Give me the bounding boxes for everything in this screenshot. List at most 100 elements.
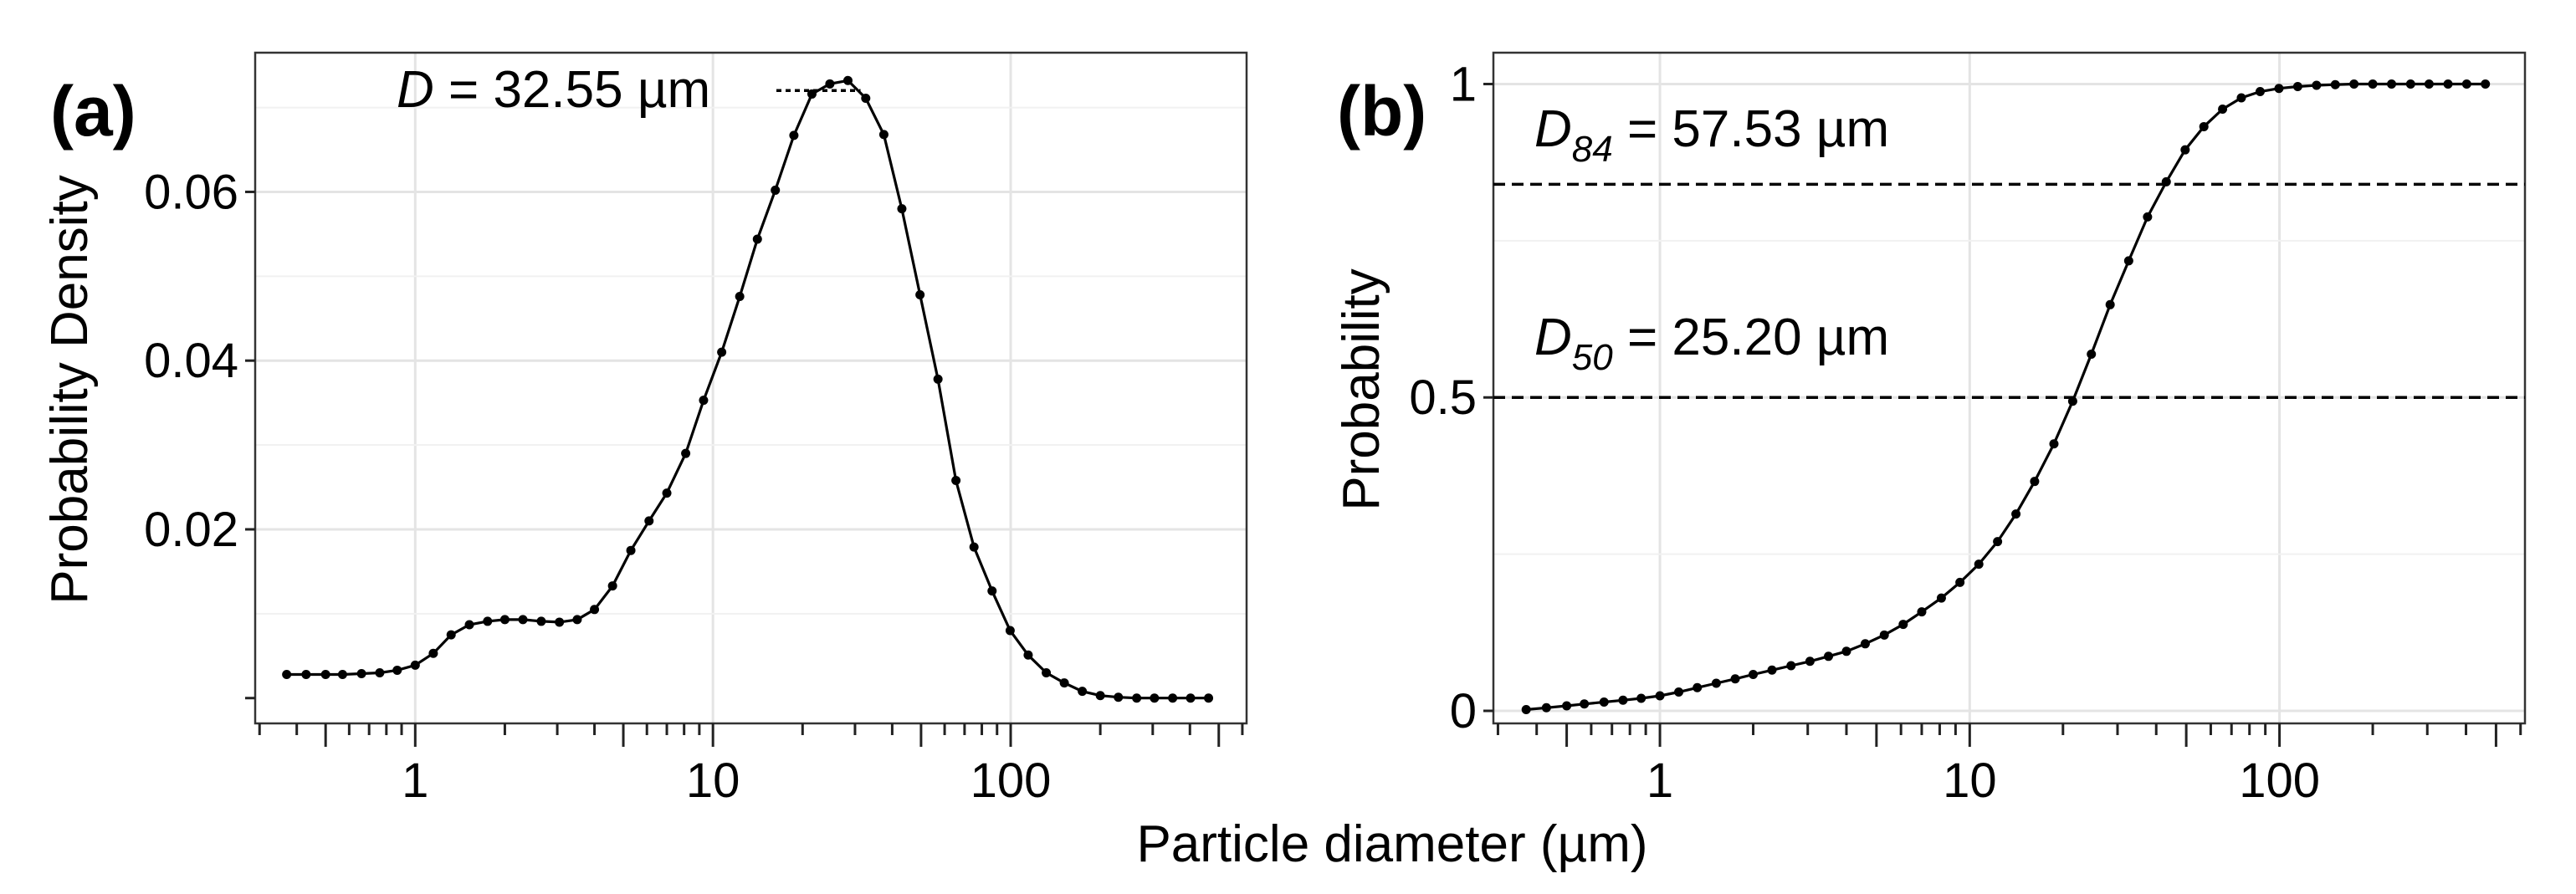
panel-b-data-point [1711,678,1721,688]
panel-a-xtick-label: 100 [970,754,1052,808]
panel-a-ytick-label: 0.04 [144,334,238,388]
panel-a-data-point [536,616,546,626]
panel-a-peak-var: D [397,61,434,119]
panel-b-data-point [2481,79,2491,89]
panel-b-data-point [2292,81,2302,91]
panel-b-frame [1492,51,2527,725]
panel-a-data-point [699,396,709,406]
panel-b-data-point [2330,79,2340,89]
panel-a-y-axis-title: Probability Density [41,175,99,604]
panel-a-data-point [969,542,979,552]
panel-b-data-point [2405,79,2415,89]
panel-b-data-point [1541,702,1551,713]
panel-a-data-point [951,475,961,485]
panel-a-data-point [555,617,565,627]
panel-b-data-point [1974,559,1984,570]
panel-a-series-line [286,79,1209,700]
panel-b-xtick-label: 100 [2239,754,2320,808]
panel-a-data-point [356,668,366,678]
panel-a-data-point [320,669,330,679]
shared-x-axis-title: Particle diameter (µm) [1136,815,1647,873]
panel-a-data-point [825,79,835,89]
panel-a-data-point [572,615,582,625]
panel-b-data-point [2199,121,2209,131]
panel-a-data-point [1059,678,1069,688]
panel-a-data-point [987,586,997,596]
d50-value: = 25.20 µm [1613,309,1889,366]
panel-b-ytick-label: 0 [1450,684,1477,738]
panel-b-ytick-label: 1 [1450,57,1477,111]
panel-b-data-point [1674,687,1684,697]
panel-a-ticks: 0.02 0.04 0.06 1 10 100 [144,165,1244,808]
panel-b-data-point [1993,537,2003,547]
panel-b: 00.511 10 100 (b) Probability D84 = 57.53 … [1333,51,2527,808]
panel-b-data-point [1599,697,1609,708]
panel-a-xtick-label: 10 [686,754,740,808]
panel-b-data-point [1730,674,1740,684]
panel-a-data-point [446,630,456,640]
panel-a-data-point [428,648,438,658]
panel-b-xtick-label: 10 [1943,754,1997,808]
panel-a-data-point [282,669,292,679]
panel-a-data-point [861,93,871,103]
panel-b-data-point [2443,79,2453,89]
panel-b-data-point [1521,705,1531,715]
panel-b-d84-label: D84 = 57.53 µm [1534,100,1889,170]
panel-b-data-point [2105,299,2115,309]
panel-a-data-point [301,669,311,679]
panel-b-data-point [1655,691,1665,701]
panel-a-data-point [483,616,493,626]
panel-b-ytick-label: 0.5 [1409,370,1477,425]
panel-a-data-point [1186,693,1196,703]
panel-b-data-point [1786,661,1796,671]
d50-var: D [1534,309,1572,366]
panel-b-data-point [1693,682,1703,692]
panel-a-data-point [518,615,528,625]
panel-b-data-point [2349,79,2359,89]
panel-b-data-point [1860,639,1870,649]
panel-a-data-point [717,347,727,357]
panel-b-data-point [2123,256,2133,266]
panel-a-data-point [789,130,799,140]
panel-b-data-point [1767,665,1777,675]
panel-b-data-point [1749,670,1759,680]
panel-a-peak-value: = 32.55 µm [434,61,710,119]
panel-b-data-point [2255,86,2265,96]
panel-b-label: (b) [1337,72,1426,151]
panel-a-data-point [897,204,907,214]
panel-a-data-point [1095,691,1105,701]
panel-b-reference-lines [1493,182,2525,399]
panel-a-data-point [735,292,745,302]
panel-a-data-point [933,374,943,384]
panel-b-data-point [2274,84,2284,94]
panel-a-data-point [681,448,691,458]
panel-a-frame [254,51,1248,725]
panel-a-data-point [626,545,636,555]
panel-b-data-point [1898,620,1908,630]
panel-b-data-point [1955,577,1965,587]
panel-b-data-point [2049,439,2059,449]
panel-a-data-point [915,290,925,300]
panel-b-data-point [2143,212,2153,222]
panel-a-data-point [590,605,600,615]
panel-b-data-point [2387,79,2397,89]
panel-a-data-point [644,516,654,526]
panel-b-data-point [1805,656,1815,667]
panel-a-data-point [771,185,781,195]
panel-a-gridlines [255,53,1247,723]
panel-b-data-point [2461,79,2471,89]
panel-b-data-point [1841,646,1851,656]
panel-b-d50-label: D50 = 25.20 µm [1534,309,1889,378]
panel-b-data-point [1618,695,1628,705]
panel-b-data-point [2161,176,2171,186]
panel-a-data-point [878,130,889,140]
panel-a-data-point [607,581,617,591]
panel-b-data-point [2087,350,2097,360]
panel-a-data-point [1078,687,1088,697]
panel-b-data-point [1580,699,1590,709]
panel-a-data-point [392,665,402,675]
panel-b-ticks: 0 0.5 1 1 10 100 [1409,57,2522,808]
panel-b-data-point [2180,145,2190,155]
panel-b-data-point [2030,477,2040,487]
